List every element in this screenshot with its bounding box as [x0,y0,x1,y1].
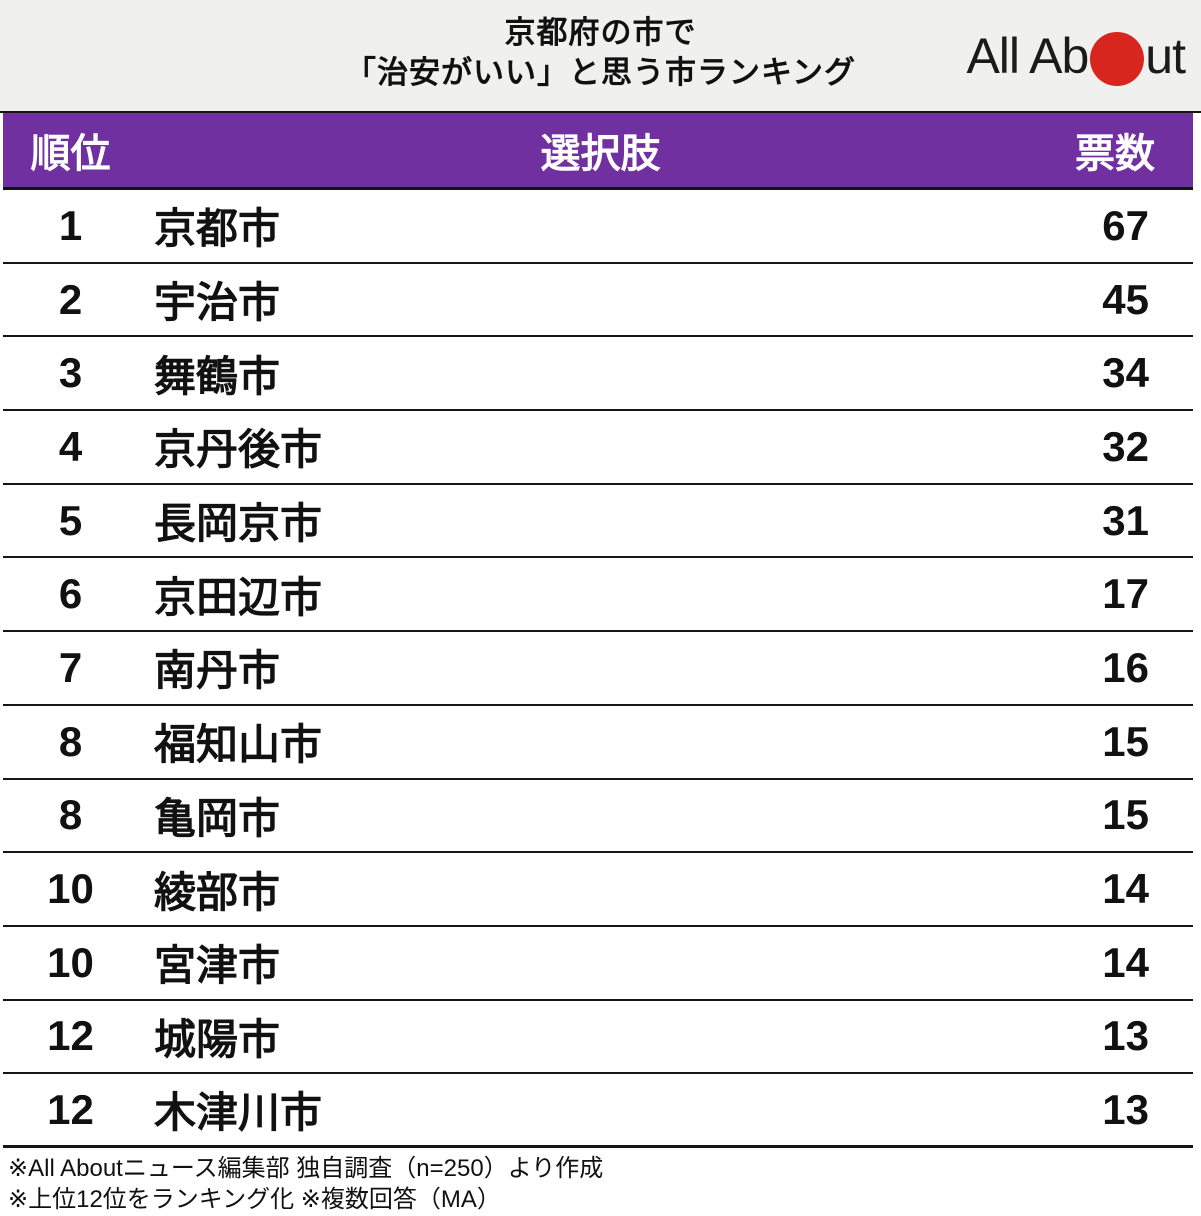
city-cell: 宇治市 [154,279,281,327]
rank-cell: 8 [58,717,83,765]
city-cell: 木津川市 [154,1089,323,1137]
votes-cell: 31 [1102,496,1149,544]
city-cell: 京丹後市 [154,426,323,474]
city-cell: 京都市 [154,205,281,253]
city-cell: 京田辺市 [154,573,323,621]
table-row: 5 長岡京市 31 [3,484,1193,559]
votes-cell: 16 [1102,643,1149,691]
city-cell: 長岡京市 [154,500,323,548]
table-row: 6 京田辺市 17 [3,558,1193,633]
rank-cell: 10 [47,865,94,913]
votes-cell: 15 [1102,791,1149,839]
votes-cell: 34 [1102,349,1149,397]
votes-cell: 45 [1102,275,1149,323]
table-row: 12 城陽市 13 [3,1000,1193,1075]
column-header-votes: 票数 [1075,132,1155,176]
ranking-table: 順位 選択肢 票数 1 京都市 67 2 宇治市 45 3 舞鶴市 34 4 京… [3,113,1193,1148]
city-cell: 城陽市 [154,1015,281,1063]
logo-text-before: All Ab [966,28,1089,84]
votes-cell: 17 [1102,570,1149,618]
rank-cell: 3 [58,349,83,397]
page-title-line2: 「治安がいい」と思う市ランキング [344,55,857,90]
rank-cell: 2 [58,275,83,323]
votes-cell: 14 [1102,865,1149,913]
column-header-rank: 順位 [30,132,111,176]
rank-cell: 1 [58,201,83,249]
city-cell: 舞鶴市 [154,352,281,400]
table-header-row: 順位 選択肢 票数 [3,113,1193,190]
votes-cell: 15 [1102,717,1149,765]
rank-cell: 10 [47,938,94,986]
table-row: 4 京丹後市 32 [3,411,1193,485]
votes-cell: 32 [1102,422,1149,470]
rank-cell: 4 [58,422,83,470]
votes-cell: 67 [1102,201,1149,249]
table-row: 12 木津川市 13 [3,1074,1193,1148]
rank-cell: 12 [47,1085,94,1133]
city-cell: 福知山市 [154,721,323,769]
city-cell: 亀岡市 [154,794,281,842]
page-title-line1: 京都府の市で [504,15,697,50]
table-row: 10 綾部市 14 [3,853,1193,927]
column-header-choice: 選択肢 [540,132,661,176]
rank-cell: 5 [58,496,83,544]
rank-cell: 8 [58,791,83,839]
table-row: 3 舞鶴市 34 [3,337,1193,412]
votes-cell: 14 [1102,938,1149,986]
footnotes: ※All Aboutニュース編集部 独自調査（n=250）より作成 ※上位12位… [0,1148,1201,1215]
table-row: 1 京都市 67 [3,190,1193,264]
rank-cell: 12 [47,1012,94,1060]
table-row: 7 南丹市 16 [3,632,1193,706]
table-row: 8 亀岡市 15 [3,779,1193,854]
header: 京都府の市で 「治安がいい」と思う市ランキング All Ab ut [0,0,1201,113]
footnote-line1: ※All Aboutニュース編集部 独自調査（n=250）より作成 [8,1154,604,1182]
table-body: 1 京都市 67 2 宇治市 45 3 舞鶴市 34 4 京丹後市 32 5 長… [3,190,1193,1148]
logo-red-circle-icon [1090,32,1145,86]
rank-cell: 6 [58,570,83,618]
city-cell: 綾部市 [154,868,281,916]
table-row: 2 宇治市 45 [3,263,1193,338]
city-cell: 宮津市 [154,942,281,990]
table-row: 10 宮津市 14 [3,926,1193,1001]
table-row: 8 福知山市 15 [3,705,1193,780]
allabout-logo: All Ab ut [966,26,1186,86]
logo-text-after: ut [1145,28,1186,84]
page-title: 京都府の市で 「治安がいい」と思う市ランキング [0,13,1201,93]
footnote-line2: ※上位12位をランキング化 ※複数回答（MA） [8,1185,501,1213]
rank-cell: 7 [58,643,83,691]
votes-cell: 13 [1102,1012,1149,1060]
votes-cell: 13 [1102,1085,1149,1133]
city-cell: 南丹市 [154,647,281,695]
